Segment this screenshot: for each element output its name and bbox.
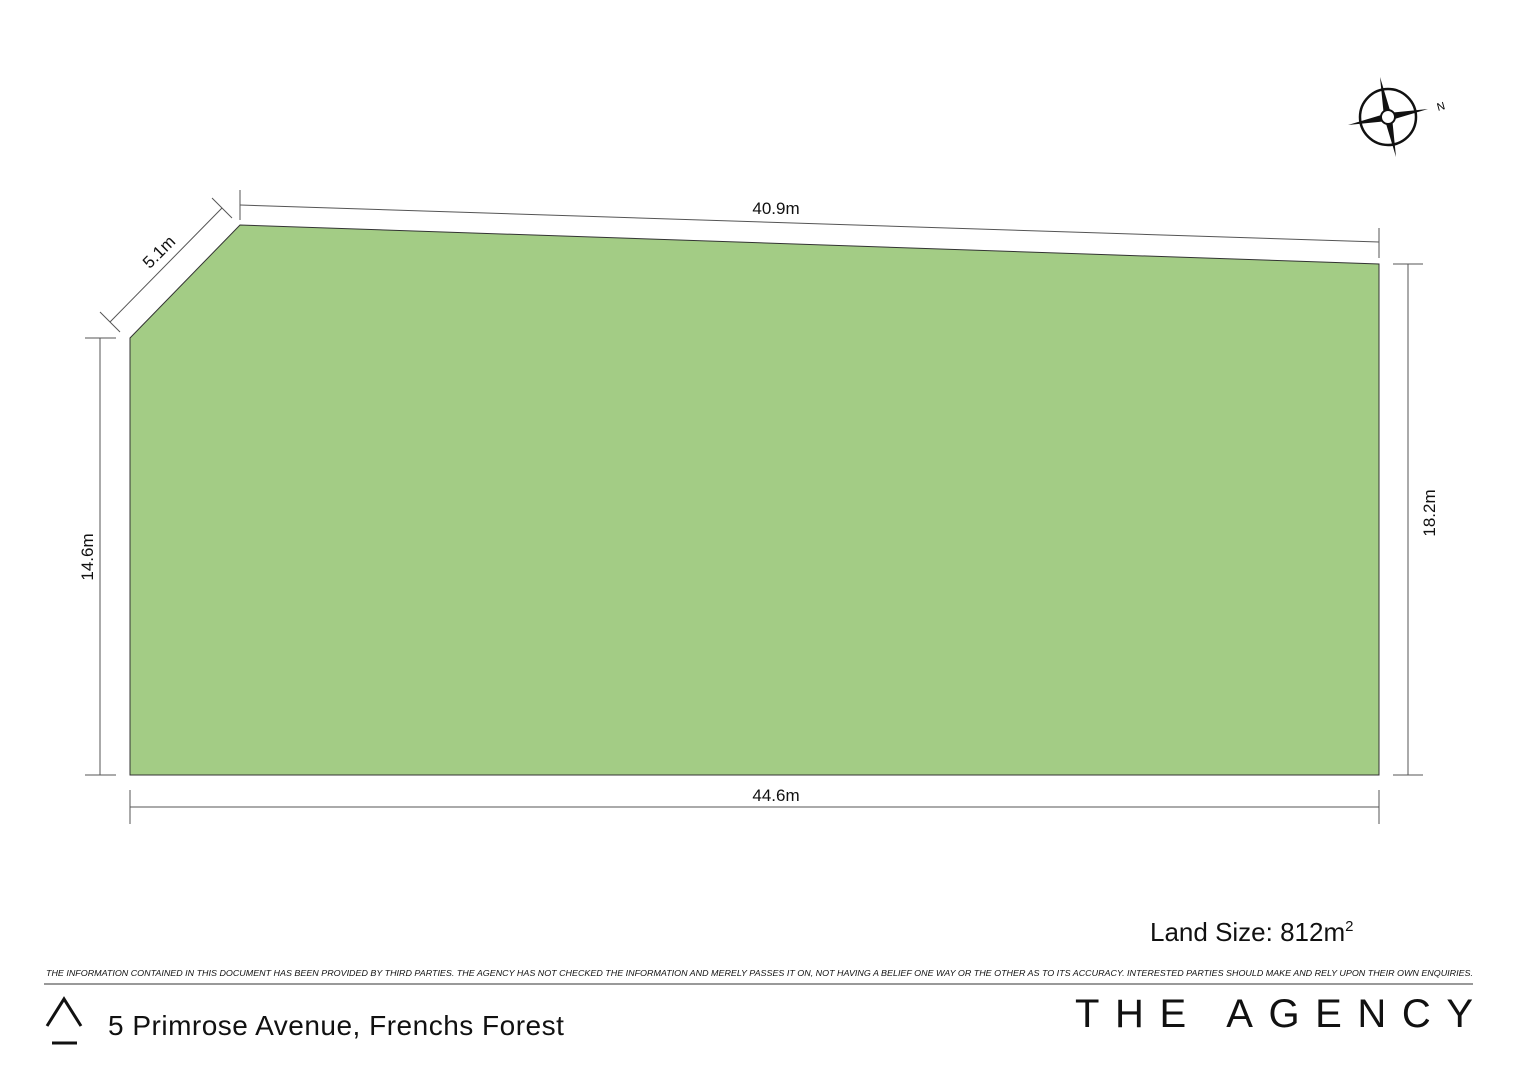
land-size-text: Land Size: 812m xyxy=(1150,917,1345,947)
dimension-label: 5.1m xyxy=(139,232,179,272)
dimension-label: 40.9m xyxy=(752,199,799,218)
land-size-exponent: 2 xyxy=(1345,918,1353,935)
land-size: Land Size: 812m2 xyxy=(1150,917,1353,947)
agency-logo-mark xyxy=(45,996,83,1045)
dimension-label: 18.2m xyxy=(1420,489,1439,536)
dimension-lines xyxy=(85,190,1423,824)
land-lot xyxy=(129,224,1380,776)
disclaimer: THE INFORMATION CONTAINED IN THIS DOCUME… xyxy=(46,969,1473,978)
address: 5 Primrose Avenue, Frenchs Forest xyxy=(108,1010,564,1041)
dimension-label: 14.6m xyxy=(78,533,97,580)
north-label: N xyxy=(1436,100,1447,114)
compass: N xyxy=(1348,77,1447,157)
dimension-label: 44.6m xyxy=(752,786,799,805)
brand: THE AGENCY xyxy=(1075,992,1473,1036)
